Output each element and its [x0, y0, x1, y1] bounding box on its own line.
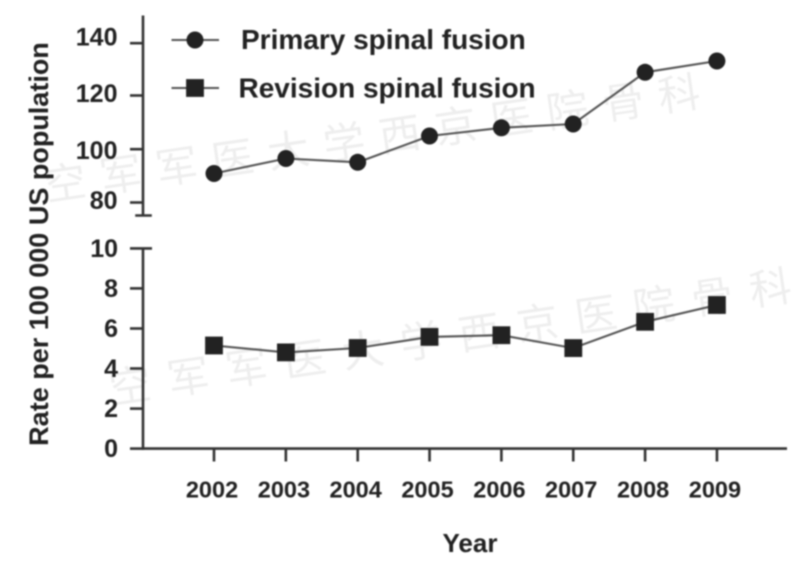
svg-text:2003: 2003 — [258, 477, 310, 503]
svg-text:8: 8 — [104, 275, 118, 303]
svg-text:2002: 2002 — [186, 477, 238, 503]
svg-text:140: 140 — [76, 24, 118, 52]
svg-text:6: 6 — [104, 315, 118, 343]
svg-text:100: 100 — [76, 137, 118, 165]
svg-text:2008: 2008 — [617, 477, 669, 503]
svg-text:2004: 2004 — [330, 477, 382, 503]
svg-text:2007: 2007 — [545, 477, 597, 503]
svg-text:2005: 2005 — [401, 477, 453, 503]
svg-text:Primary spinal fusion: Primary spinal fusion — [241, 24, 526, 55]
svg-text:2: 2 — [104, 395, 118, 423]
svg-text:4: 4 — [104, 355, 118, 383]
svg-text:Rate per 100 000 US population: Rate per 100 000 US population — [24, 42, 54, 446]
svg-text:0: 0 — [104, 435, 118, 463]
svg-text:80: 80 — [90, 187, 118, 215]
svg-text:2006: 2006 — [473, 477, 525, 503]
svg-text:2009: 2009 — [689, 477, 741, 503]
svg-text:Revision spinal fusion: Revision spinal fusion — [239, 73, 536, 104]
svg-text:120: 120 — [76, 80, 118, 108]
svg-text:Year: Year — [443, 528, 498, 558]
svg-text:10: 10 — [90, 235, 118, 263]
